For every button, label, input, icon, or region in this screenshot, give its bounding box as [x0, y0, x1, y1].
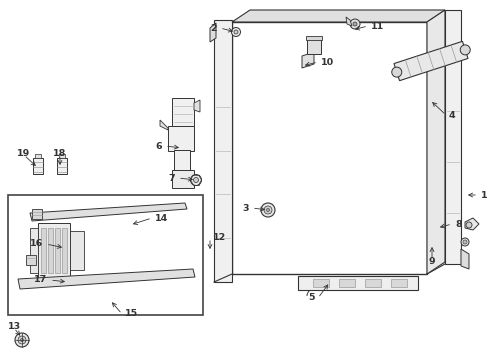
Bar: [338, 279, 354, 287]
Circle shape: [465, 222, 471, 228]
Text: 10: 10: [320, 58, 333, 67]
Bar: [312, 279, 328, 287]
Polygon shape: [209, 23, 216, 42]
Bar: [26, 255, 36, 265]
Text: 14: 14: [155, 213, 168, 222]
Polygon shape: [30, 203, 186, 221]
Circle shape: [234, 30, 238, 34]
Bar: [364, 279, 380, 287]
Circle shape: [462, 240, 466, 244]
Text: 11: 11: [370, 22, 384, 31]
Bar: [231, 22, 426, 274]
Text: 13: 13: [7, 322, 20, 331]
Bar: [174, 150, 190, 172]
Circle shape: [349, 19, 359, 29]
Bar: [168, 126, 194, 151]
Bar: [306, 38, 320, 54]
Circle shape: [15, 333, 29, 347]
Bar: [57, 158, 67, 174]
Text: 5: 5: [308, 293, 314, 302]
Text: 12: 12: [213, 234, 226, 243]
Polygon shape: [160, 120, 168, 130]
Circle shape: [460, 238, 468, 246]
Bar: [62, 228, 67, 273]
Circle shape: [20, 338, 23, 342]
Text: 6: 6: [155, 141, 162, 150]
Polygon shape: [393, 41, 467, 81]
Text: 16: 16: [30, 239, 43, 248]
Bar: [70, 231, 84, 270]
Bar: [305, 36, 321, 40]
Text: 7: 7: [168, 174, 175, 183]
Circle shape: [193, 177, 198, 183]
Bar: [32, 209, 42, 219]
Text: 18: 18: [53, 149, 66, 158]
Text: 3: 3: [242, 203, 248, 212]
Circle shape: [459, 45, 469, 55]
Circle shape: [18, 336, 26, 344]
Polygon shape: [18, 269, 195, 289]
Text: 17: 17: [34, 275, 47, 284]
Polygon shape: [231, 10, 444, 22]
Polygon shape: [460, 249, 468, 269]
Bar: [390, 279, 406, 287]
Text: 1: 1: [480, 190, 487, 199]
Bar: [214, 20, 231, 282]
Circle shape: [264, 206, 271, 214]
Text: 2: 2: [210, 23, 217, 32]
Bar: [297, 276, 417, 290]
Bar: [48, 228, 53, 273]
Text: 9: 9: [428, 257, 434, 266]
Circle shape: [190, 175, 201, 185]
Polygon shape: [59, 154, 65, 158]
Bar: [8, 195, 203, 315]
Polygon shape: [346, 17, 351, 26]
Text: 4: 4: [448, 111, 455, 120]
Polygon shape: [194, 100, 200, 112]
Polygon shape: [302, 52, 313, 68]
Bar: [33, 158, 43, 174]
Bar: [30, 228, 38, 273]
Polygon shape: [35, 154, 41, 158]
Text: 19: 19: [18, 149, 31, 158]
Bar: [172, 170, 194, 188]
Bar: [38, 223, 70, 278]
Polygon shape: [464, 218, 478, 230]
Text: 15: 15: [125, 310, 138, 319]
Text: 8: 8: [454, 220, 461, 229]
Circle shape: [261, 203, 274, 217]
Bar: [41, 228, 46, 273]
Circle shape: [231, 27, 240, 36]
Bar: [444, 10, 460, 264]
Bar: [172, 98, 194, 128]
Circle shape: [352, 22, 356, 26]
Bar: [55, 228, 60, 273]
Circle shape: [266, 208, 269, 212]
Circle shape: [391, 67, 401, 77]
Polygon shape: [426, 10, 444, 274]
